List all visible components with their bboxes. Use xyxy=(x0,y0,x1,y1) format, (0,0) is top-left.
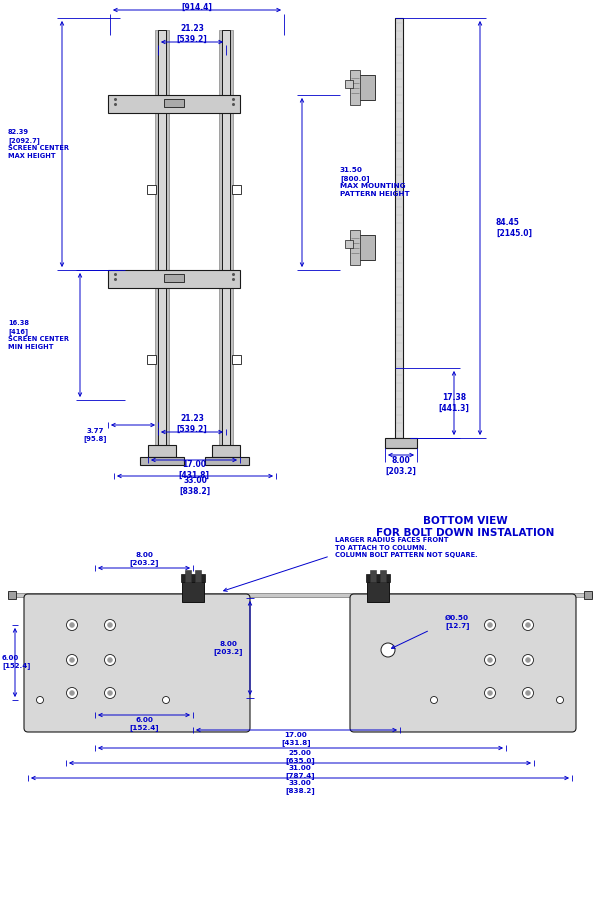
Circle shape xyxy=(67,619,77,631)
Bar xyxy=(147,185,156,194)
Bar xyxy=(147,355,156,364)
Text: 8.00
[203.2]: 8.00 [203.2] xyxy=(213,641,243,655)
Circle shape xyxy=(104,654,115,665)
Circle shape xyxy=(107,623,113,627)
Text: 17.38
[441.3]: 17.38 [441.3] xyxy=(439,393,469,413)
Bar xyxy=(164,274,184,282)
Bar xyxy=(8,591,16,599)
Text: 31.00
[787.4]: 31.00 [787.4] xyxy=(285,765,315,779)
Text: 6.00
[152.4]: 6.00 [152.4] xyxy=(129,716,159,731)
FancyBboxPatch shape xyxy=(350,594,576,732)
Text: 21.23
[539.2]: 21.23 [539.2] xyxy=(176,24,208,44)
Circle shape xyxy=(487,623,493,627)
Bar xyxy=(212,445,240,457)
Circle shape xyxy=(37,697,44,704)
Bar xyxy=(155,30,169,445)
Text: 31.50
[800.0]
MAX MOUNTING
PATTERN HEIGHT: 31.50 [800.0] MAX MOUNTING PATTERN HEIGH… xyxy=(340,167,410,197)
Bar xyxy=(108,95,240,113)
Bar xyxy=(195,570,201,582)
Bar xyxy=(232,185,241,194)
Circle shape xyxy=(104,619,115,631)
Bar xyxy=(182,582,204,602)
Bar xyxy=(148,445,176,457)
Circle shape xyxy=(163,697,170,704)
Circle shape xyxy=(381,643,395,657)
Circle shape xyxy=(526,623,530,627)
Bar xyxy=(350,230,360,265)
Text: 33.00
[838.2]: 33.00 [838.2] xyxy=(285,779,315,794)
Bar xyxy=(164,99,184,107)
Text: 3.77
[95.8]: 3.77 [95.8] xyxy=(83,428,107,442)
Bar xyxy=(222,30,230,445)
Text: 36.00
[914.4]: 36.00 [914.4] xyxy=(182,0,212,12)
Circle shape xyxy=(523,654,533,665)
Bar xyxy=(205,457,249,465)
Bar xyxy=(357,75,375,100)
Bar xyxy=(158,30,166,445)
Bar xyxy=(232,355,241,364)
Bar xyxy=(108,270,240,288)
Bar xyxy=(350,70,360,105)
Text: 82.39
[2092.7]
SCREEN CENTER
MAX HEIGHT: 82.39 [2092.7] SCREEN CENTER MAX HEIGHT xyxy=(8,130,69,158)
Bar xyxy=(222,30,230,445)
Circle shape xyxy=(526,690,530,696)
Text: 16.38
[416]
SCREEN CENTER
MIN HEIGHT: 16.38 [416] SCREEN CENTER MIN HEIGHT xyxy=(8,320,69,350)
Bar xyxy=(370,570,376,582)
Bar xyxy=(385,438,417,448)
Text: 25.00
[635.0]: 25.00 [635.0] xyxy=(285,750,315,764)
Text: 17.00
[431.8]: 17.00 [431.8] xyxy=(179,460,209,480)
FancyBboxPatch shape xyxy=(24,594,250,732)
Circle shape xyxy=(526,658,530,662)
Text: LARGER RADIUS FACES FRONT
TO ATTACH TO COLUMN.
COLUMN BOLT PATTERN NOT SQUARE.: LARGER RADIUS FACES FRONT TO ATTACH TO C… xyxy=(335,537,478,559)
Circle shape xyxy=(557,697,563,704)
Circle shape xyxy=(67,688,77,698)
Bar xyxy=(395,18,403,438)
Bar xyxy=(158,30,166,445)
Circle shape xyxy=(485,654,496,665)
Bar xyxy=(8,593,592,597)
Bar xyxy=(181,574,205,582)
Text: 21.23
[539.2]: 21.23 [539.2] xyxy=(176,414,208,434)
Circle shape xyxy=(523,619,533,631)
Text: 33.00
[838.2]: 33.00 [838.2] xyxy=(179,476,211,496)
Circle shape xyxy=(107,690,113,696)
Circle shape xyxy=(523,688,533,698)
Text: 84.45
[2145.0]: 84.45 [2145.0] xyxy=(496,218,532,238)
Text: Ø0.50
[12.7]: Ø0.50 [12.7] xyxy=(445,615,470,629)
Text: 17.00
[431.8]: 17.00 [431.8] xyxy=(281,732,311,746)
Circle shape xyxy=(107,658,113,662)
Bar xyxy=(380,570,386,582)
Circle shape xyxy=(70,690,74,696)
Bar xyxy=(366,574,390,582)
Bar xyxy=(584,591,592,599)
Bar xyxy=(345,240,353,248)
Circle shape xyxy=(431,697,437,704)
Bar xyxy=(140,457,184,465)
Circle shape xyxy=(70,658,74,662)
Bar xyxy=(219,30,233,445)
Circle shape xyxy=(485,688,496,698)
Text: 8.00
[203.2]: 8.00 [203.2] xyxy=(386,456,416,476)
Text: 6.00
[152.4]: 6.00 [152.4] xyxy=(2,655,31,670)
Bar xyxy=(345,80,353,88)
Circle shape xyxy=(70,623,74,627)
Circle shape xyxy=(67,654,77,665)
Text: BOTTOM VIEW
FOR BOLT DOWN INSTALATION: BOTTOM VIEW FOR BOLT DOWN INSTALATION xyxy=(376,516,554,538)
Bar xyxy=(357,235,375,260)
Circle shape xyxy=(487,658,493,662)
Text: 8.00
[203.2]: 8.00 [203.2] xyxy=(129,552,159,566)
Bar xyxy=(367,582,389,602)
Circle shape xyxy=(487,690,493,696)
Circle shape xyxy=(485,619,496,631)
Circle shape xyxy=(104,688,115,698)
Bar xyxy=(185,570,191,582)
